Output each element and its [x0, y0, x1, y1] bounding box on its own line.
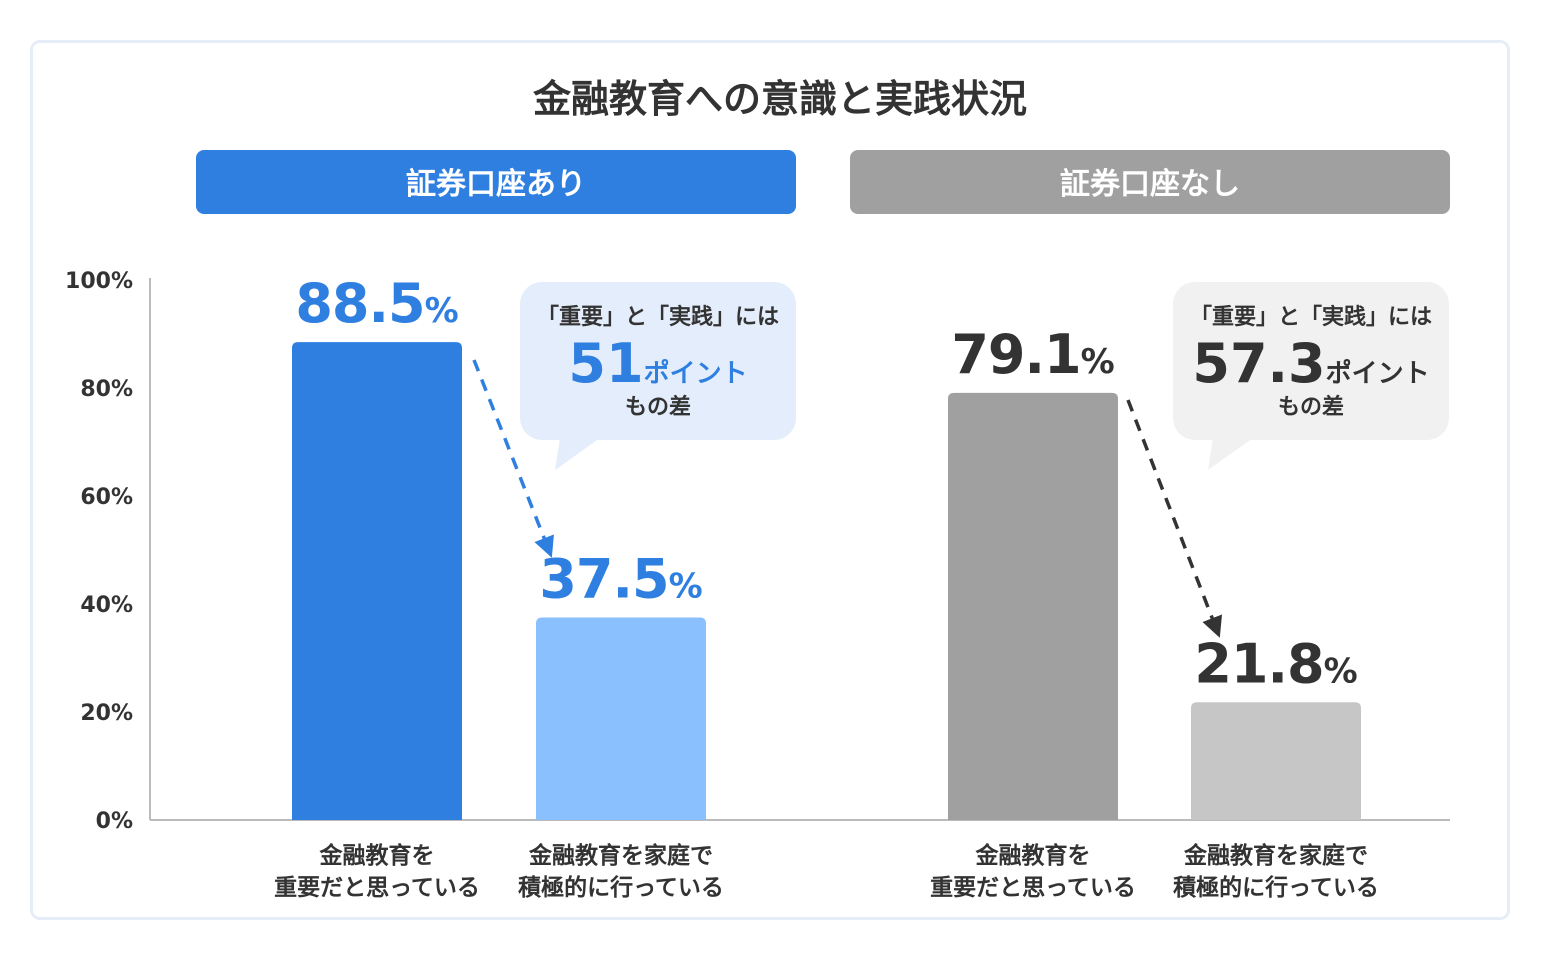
bar-value-number: 88.5	[295, 272, 424, 335]
y-tick-label: 60%	[80, 485, 133, 510]
callout-tail	[1208, 438, 1253, 470]
chart-title: 金融教育への意識と実践状況	[532, 77, 1027, 121]
bar-value-number: 37.5	[539, 548, 668, 611]
y-tick-label: 100%	[65, 269, 133, 294]
bar-value-unit: %	[669, 567, 703, 607]
bar-value-label: 21.8%	[1194, 632, 1357, 695]
y-tick-label: 0%	[96, 809, 133, 834]
bar-value-unit: %	[425, 291, 459, 331]
bar-value-unit: %	[1081, 342, 1115, 382]
group-header-label: 証券口座なし	[1060, 167, 1240, 202]
callout-bubble	[1173, 282, 1449, 440]
y-tick-label: 20%	[80, 701, 133, 726]
category-label: 重要だと思っている	[930, 875, 1136, 901]
bar-value-label: 88.5%	[295, 272, 458, 335]
category-label: 金融教育を家庭で	[1183, 842, 1368, 869]
bar	[948, 392, 1118, 820]
callout-tail	[555, 438, 600, 470]
callout-line1: 「重要」と「実践」には	[1190, 304, 1432, 330]
bar	[536, 617, 706, 820]
callout-value: 51	[568, 332, 643, 395]
bar-value-label: 37.5%	[539, 548, 702, 611]
group-header	[850, 150, 1450, 214]
category-label: 金融教育を	[319, 842, 435, 869]
callout-value-line: 57.3ポイント	[1192, 332, 1429, 395]
category-label: 金融教育を	[975, 842, 1091, 869]
callout-line3: もの差	[1278, 394, 1344, 420]
group-header-label: 証券口座あり	[406, 167, 586, 202]
bar-value-number: 21.8	[1194, 632, 1323, 695]
callout-line1: 「重要」と「実践」には	[537, 304, 779, 330]
callout-value: 57.3	[1192, 332, 1325, 395]
callout-value-line: 51ポイント	[568, 332, 747, 395]
bar-value-number: 79.1	[951, 323, 1080, 386]
bar-value-label: 79.1%	[951, 323, 1114, 386]
difference-arrow	[472, 359, 554, 558]
bar	[292, 342, 462, 820]
category-label: 重要だと思っている	[274, 875, 480, 901]
callout-unit: ポイント	[644, 358, 748, 389]
callout-bubble	[520, 282, 796, 440]
category-label: 積極的に行っている	[518, 874, 724, 901]
group-header	[196, 150, 796, 214]
callout-line3: もの差	[625, 394, 691, 420]
bar-value-unit: %	[1324, 651, 1358, 691]
y-tick-label: 40%	[80, 593, 133, 618]
category-label: 金融教育を家庭で	[528, 842, 713, 869]
callout-unit: ポイント	[1326, 358, 1430, 389]
category-label: 積極的に行っている	[1173, 874, 1379, 901]
y-tick-label: 80%	[80, 377, 133, 402]
bar	[1191, 702, 1361, 820]
